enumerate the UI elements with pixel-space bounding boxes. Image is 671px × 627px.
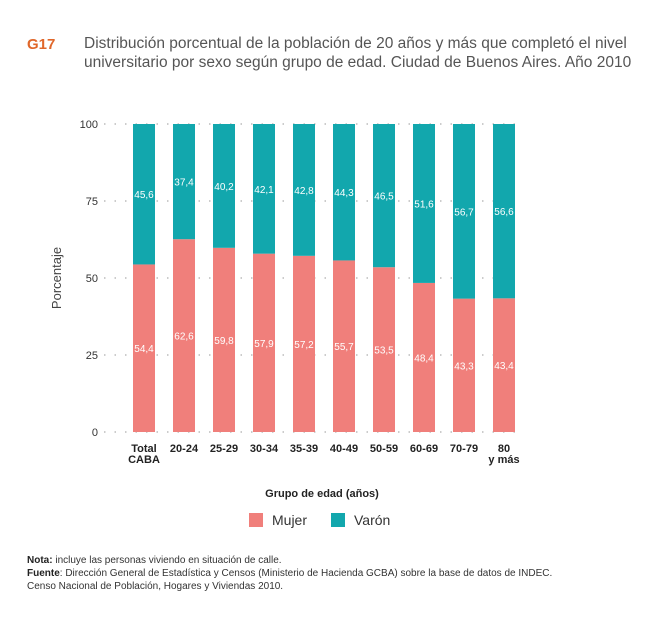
x-tick-label: 35-39: [290, 443, 318, 455]
bar-varon: [333, 124, 355, 261]
data-label-mujer: 54,4: [134, 344, 154, 355]
figure-id: G17: [27, 36, 56, 53]
bar-mujer: [493, 298, 515, 432]
y-tick-label: 0: [92, 427, 98, 439]
bar-mujer: [453, 298, 475, 432]
bar-mujer: [173, 239, 195, 432]
data-label-varon: 46,5: [374, 192, 394, 203]
note-label: Nota:: [27, 555, 53, 566]
data-label-varon: 42,1: [254, 185, 274, 196]
data-label-mujer: 55,7: [334, 342, 354, 353]
data-label-varon: 40,2: [214, 182, 234, 193]
bar-mujer: [373, 267, 395, 432]
legend-swatch-varon: [331, 513, 345, 527]
bar-mujer: [253, 253, 275, 432]
x-tick-label: 60-69: [410, 443, 438, 455]
bar-mujer: [133, 264, 155, 432]
data-label-mujer: 62,6: [174, 332, 194, 343]
y-axis-title: Porcentaje: [49, 247, 64, 309]
data-label-mujer: 53,5: [374, 346, 394, 357]
data-label-mujer: 59,8: [214, 336, 234, 347]
source-line-2: Censo Nacional de Población, Hogares y V…: [27, 581, 284, 592]
data-label-mujer: 43,4: [494, 361, 514, 372]
bar-varon: [453, 124, 475, 299]
data-label-mujer: 57,2: [294, 340, 314, 351]
x-tick-label: 25-29: [210, 443, 238, 455]
bar-mujer: [333, 260, 355, 432]
x-tick-label: Total CABA: [128, 443, 160, 466]
bar-varon: [413, 124, 435, 283]
data-label-mujer: 57,9: [254, 339, 274, 350]
y-tick-label: 50: [86, 273, 98, 285]
source-text: : Dirección General de Estadística y Cen…: [59, 568, 553, 579]
y-tick-label: 25: [86, 350, 98, 362]
source-label: Fuente: [27, 568, 60, 579]
x-tick-label: 70-79: [450, 443, 478, 455]
bar-varon: [133, 124, 155, 265]
bar-varon: [253, 124, 275, 254]
bar-mujer: [413, 282, 435, 432]
data-label-varon: 56,7: [454, 207, 474, 218]
bar-mujer: [293, 255, 315, 432]
bar-varon: [493, 124, 515, 299]
bar-varon: [373, 124, 395, 268]
legend-swatch-mujer: [249, 513, 263, 527]
bar-mujer: [213, 247, 235, 432]
chart-title: Distribución porcentual de la población …: [84, 35, 632, 71]
data-label-varon: 37,4: [174, 178, 194, 189]
x-axis-title: Grupo de edad (años): [265, 488, 379, 500]
bar-varon: [293, 124, 315, 256]
data-label-varon: 45,6: [134, 190, 154, 201]
bar-varon: [173, 124, 195, 240]
note-text: incluye las personas viviendo en situaci…: [52, 555, 282, 566]
footnote: Nota: incluye las personas viviendo en s…: [27, 554, 657, 593]
x-tick-label: 80 y más: [488, 443, 519, 466]
data-label-varon: 42,8: [294, 186, 314, 197]
data-label-mujer: 43,3: [454, 361, 474, 372]
data-label-varon: 56,6: [494, 207, 514, 218]
legend-label-varon: Varón: [354, 512, 390, 528]
data-label-varon: 51,6: [414, 199, 434, 210]
y-tick-label: 100: [80, 119, 98, 131]
x-tick-label: 40-49: [330, 443, 358, 455]
x-tick-label: 20-24: [170, 443, 199, 455]
legend-label-mujer: Mujer: [272, 512, 307, 528]
data-label-mujer: 48,4: [414, 353, 434, 364]
y-tick-label: 75: [86, 196, 98, 208]
bar-varon: [213, 124, 235, 248]
data-label-varon: 44,3: [334, 188, 354, 199]
stacked-bar-chart: 0 25 50 75 100 Porcentaje 54,4 45,6 Total CABA 62,…: [49, 119, 520, 528]
x-tick-label: 30-34: [250, 443, 279, 455]
x-tick-label: 50-59: [370, 443, 398, 455]
